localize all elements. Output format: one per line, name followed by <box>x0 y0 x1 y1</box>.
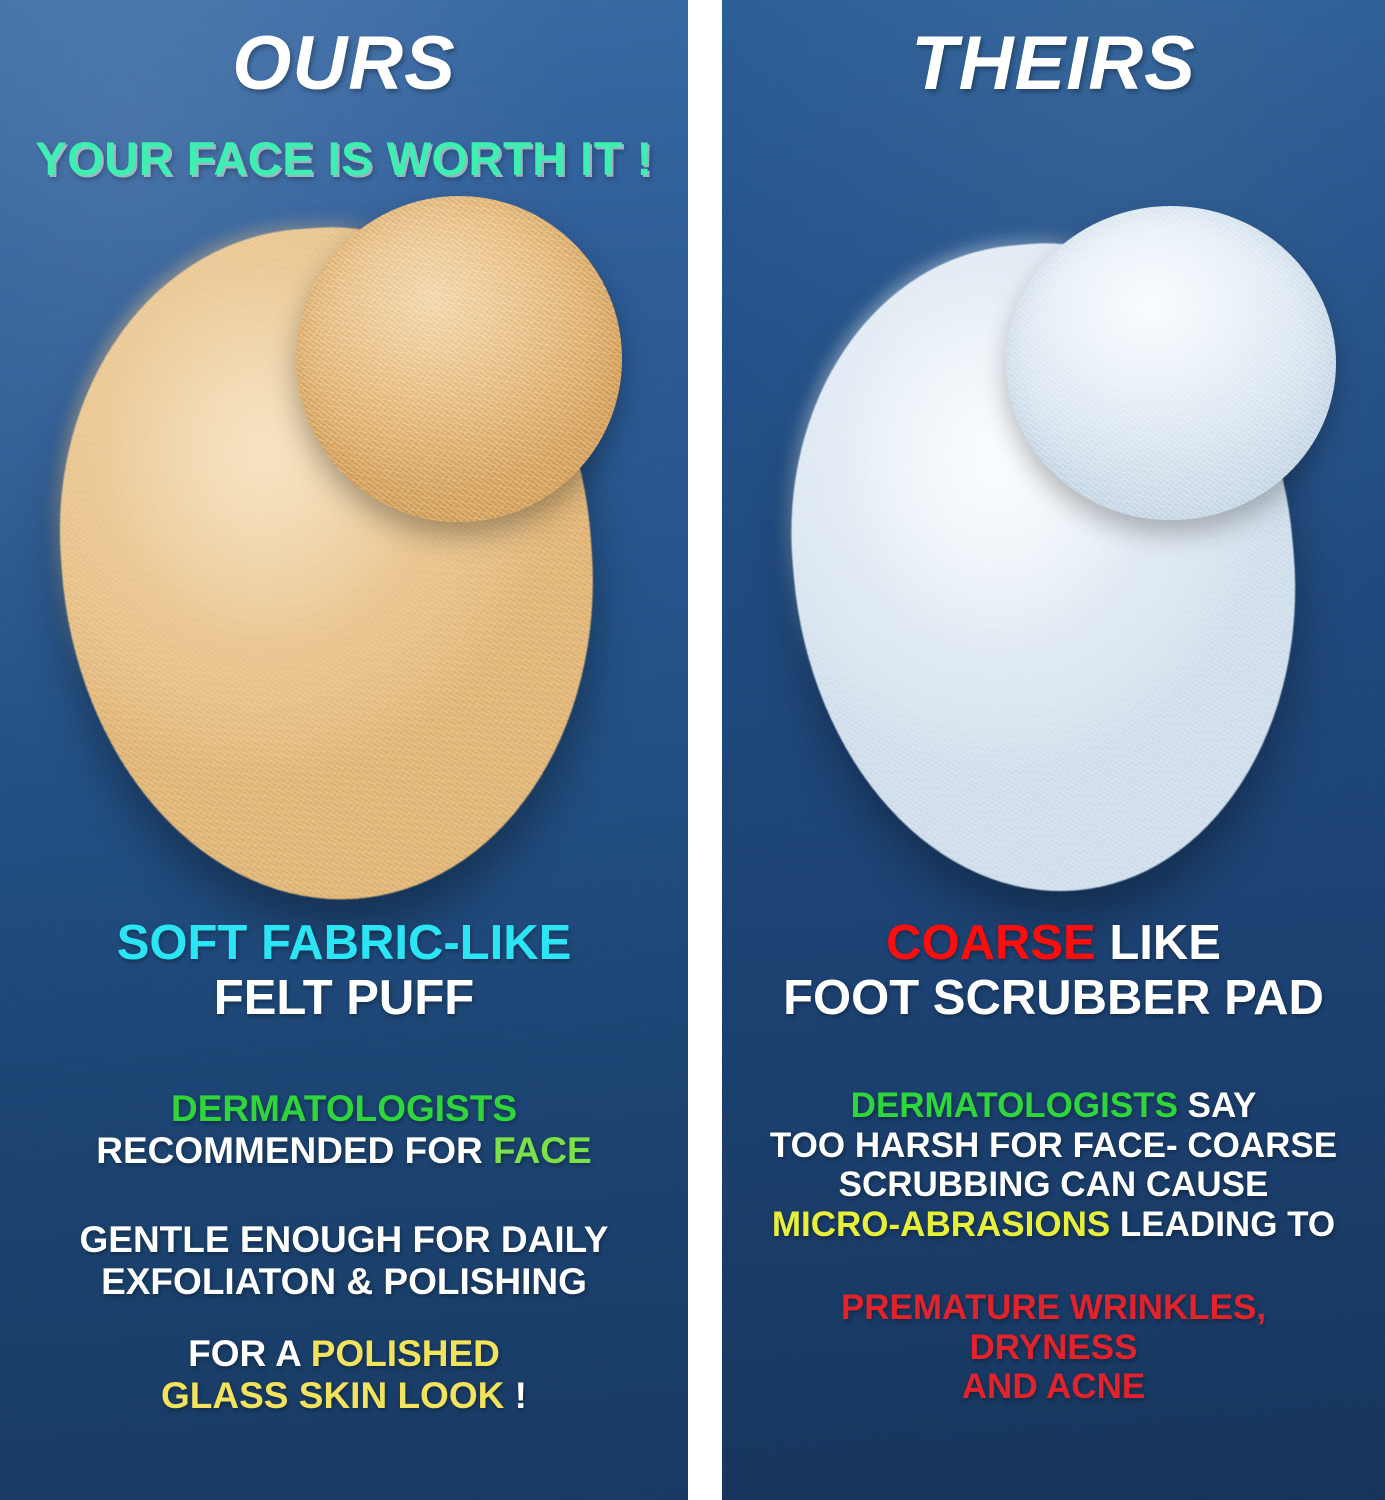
warning-consequence-line1: PREMATURE WRINKLES, <box>840 1288 1267 1327</box>
warning-block-consequences: PREMATURE WRINKLES, DRYNESS AND ACNE <box>722 1288 1385 1407</box>
warning-consequence-line3: AND ACNE <box>961 1367 1146 1407</box>
warning-derm-line1: DERMATOLOGISTS SAY <box>722 1086 1385 1126</box>
panel-ours: OURS YOUR FACE IS WORTH IT ! SOFT FABRIC… <box>0 0 688 1500</box>
benefit-derm-line2-prefix: RECOMMENDED FOR <box>96 1129 494 1171</box>
warning-derm-line4: MICRO-ABRASIONS LEADING TO <box>722 1205 1385 1245</box>
tagline-ours: YOUR FACE IS WORTH IT ! <box>35 132 653 185</box>
headline-theirs-line1: COARSE LIKE <box>722 916 1385 971</box>
benefit-derm-line1: DERMATOLOGISTS <box>170 1088 518 1129</box>
benefit-gentle-line1: GENTLE ENOUGH FOR DAILY <box>79 1219 609 1260</box>
headline-ours-line2: FELT PUFF <box>213 971 475 1026</box>
headline-theirs-line2: FOOT SCRUBBER PAD <box>783 971 1324 1026</box>
benefit-derm-line2: RECOMMENDED FOR FACE <box>0 1130 688 1172</box>
benefit-gentle-line2: EXFOLIATON & POLISHING <box>101 1260 587 1302</box>
warning-derm-line4-highlight: MICRO-ABRASIONS <box>771 1204 1111 1244</box>
felt-disc-fiber-texture <box>296 196 622 522</box>
product-photo-scrubber-pad <box>722 0 1385 913</box>
benefit-glass-line2-suffix: ! <box>504 1374 527 1416</box>
scrubber-disc-fiber-texture <box>1006 206 1336 520</box>
benefit-derm-line2-highlight: FACE <box>493 1129 592 1171</box>
scrubber-disc-icon <box>1006 206 1336 520</box>
warning-derm-line1-suffix: SAY <box>1177 1086 1257 1125</box>
page-title-theirs: THEIRS <box>911 21 1196 106</box>
headline-ours: SOFT FABRIC-LIKE FELT PUFF <box>0 916 688 1027</box>
benefit-block-glass-skin: FOR A POLISHED GLASS SKIN LOOK ! <box>0 1333 688 1417</box>
benefit-glass-line1-prefix: FOR A <box>188 1333 311 1374</box>
headline-ours-line1: SOFT FABRIC-LIKE <box>116 916 572 970</box>
panel-theirs: THEIRS COARSE LIKE FOOT SCRUBBER PAD DER… <box>722 0 1385 1500</box>
headline-theirs: COARSE LIKE FOOT SCRUBBER PAD <box>722 916 1385 1027</box>
warning-block-dermatologists: DERMATOLOGISTS SAY TOO HARSH FOR FACE- C… <box>722 1086 1385 1244</box>
benefit-glass-line1: FOR A POLISHED <box>0 1333 688 1375</box>
warning-derm-line3: SCRUBBING CAN CAUSE <box>838 1165 1269 1205</box>
warning-derm-line2: TOO HARSH FOR FACE- COARSE <box>769 1125 1338 1165</box>
benefit-block-dermatologists: DERMATOLOGISTS RECOMMENDED FOR FACE <box>0 1088 688 1172</box>
headline-theirs-line1-highlight: COARSE <box>886 916 1096 970</box>
page-title-ours: OURS <box>232 21 456 106</box>
warning-derm-line4-suffix: LEADING TO <box>1110 1204 1336 1244</box>
felt-puff-disc-icon <box>296 196 622 522</box>
warning-derm-line1-highlight: DERMATOLOGISTS <box>850 1086 1178 1125</box>
panel-divider <box>688 0 722 1500</box>
benefit-block-gentle: GENTLE ENOUGH FOR DAILY EXFOLIATON & POL… <box>0 1219 688 1303</box>
benefit-glass-line2-highlight: GLASS SKIN LOOK <box>161 1374 505 1416</box>
benefit-glass-line2: GLASS SKIN LOOK ! <box>0 1375 688 1417</box>
headline-theirs-line1-suffix: LIKE <box>1095 916 1221 970</box>
warning-consequence-line2: DRYNESS <box>969 1327 1138 1367</box>
benefit-glass-line1-highlight: POLISHED <box>310 1333 500 1374</box>
